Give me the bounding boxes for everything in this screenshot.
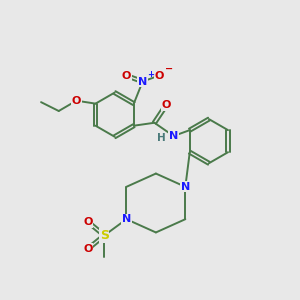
- Text: O: O: [83, 244, 93, 254]
- Text: O: O: [72, 96, 81, 106]
- Text: O: O: [83, 217, 93, 227]
- Text: +: +: [147, 70, 154, 79]
- Text: O: O: [154, 71, 164, 81]
- Text: −: −: [165, 64, 173, 74]
- Text: S: S: [100, 229, 109, 242]
- Text: O: O: [122, 71, 131, 81]
- Text: N: N: [138, 76, 147, 86]
- Text: N: N: [122, 214, 131, 224]
- Text: N: N: [169, 131, 178, 141]
- Text: H: H: [157, 134, 166, 143]
- Text: O: O: [161, 100, 171, 110]
- Text: N: N: [181, 182, 190, 192]
